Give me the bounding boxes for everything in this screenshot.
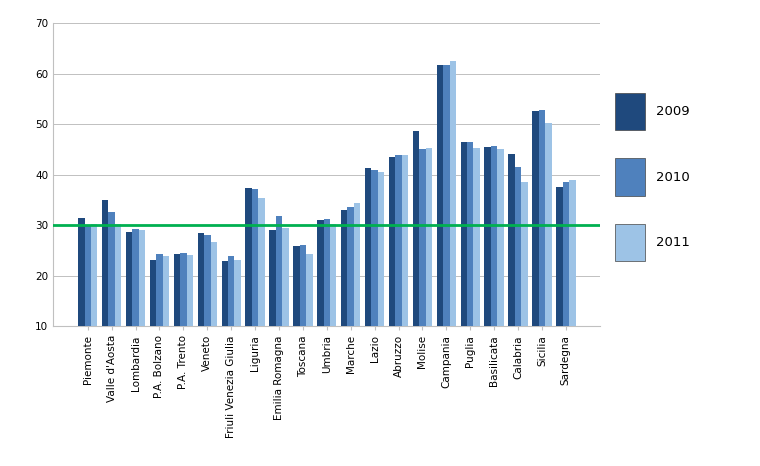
Bar	[521, 182, 527, 377]
Bar	[102, 200, 109, 377]
Bar	[562, 182, 569, 377]
Bar	[545, 123, 552, 377]
Bar	[497, 149, 504, 377]
Text: 2011: 2011	[656, 236, 690, 249]
Bar	[157, 254, 163, 377]
Bar	[615, 93, 645, 130]
Bar	[282, 228, 289, 377]
Bar	[174, 254, 180, 377]
Bar	[276, 216, 282, 377]
Bar	[204, 235, 211, 377]
Bar	[556, 186, 562, 377]
Bar	[426, 148, 432, 377]
Bar	[78, 218, 84, 377]
Bar	[132, 229, 139, 377]
Bar	[150, 260, 157, 377]
Bar	[378, 172, 385, 377]
Bar	[211, 242, 217, 377]
Bar	[437, 65, 443, 377]
Bar	[91, 224, 97, 377]
Text: 2010: 2010	[656, 171, 689, 184]
Bar	[539, 110, 545, 377]
Bar	[198, 233, 204, 377]
Bar	[330, 225, 337, 377]
Bar	[163, 256, 169, 377]
Bar	[317, 219, 324, 377]
Bar	[306, 254, 312, 377]
Bar	[491, 146, 497, 377]
Bar	[372, 170, 378, 377]
Bar	[389, 158, 395, 377]
Bar	[450, 61, 456, 377]
Bar	[252, 189, 258, 377]
Bar	[467, 142, 473, 377]
Bar	[126, 232, 132, 377]
Bar	[324, 219, 330, 377]
Bar	[347, 207, 354, 377]
Bar	[615, 158, 645, 196]
Bar	[84, 226, 91, 377]
Bar	[269, 230, 276, 377]
Bar	[221, 261, 228, 377]
Bar	[402, 155, 408, 377]
Bar	[258, 198, 264, 377]
Bar	[615, 224, 645, 261]
Bar	[420, 150, 426, 377]
Bar	[299, 245, 306, 377]
Bar	[341, 211, 347, 377]
Bar	[484, 146, 491, 377]
Bar	[293, 247, 299, 377]
Bar	[139, 231, 145, 377]
Bar	[532, 110, 539, 377]
Bar	[473, 148, 480, 377]
Bar	[228, 256, 234, 377]
Bar	[365, 168, 372, 377]
Bar	[234, 260, 241, 377]
Bar	[508, 154, 515, 377]
Bar	[354, 203, 360, 377]
Bar	[413, 131, 420, 377]
Bar	[180, 253, 187, 377]
Bar	[569, 180, 575, 377]
Text: 2009: 2009	[656, 105, 689, 118]
Bar	[395, 155, 402, 377]
Bar	[515, 167, 521, 377]
Bar	[187, 255, 193, 377]
Bar	[443, 65, 450, 377]
Bar	[245, 188, 252, 377]
Bar	[109, 212, 115, 377]
Bar	[115, 224, 122, 377]
Bar	[461, 142, 467, 377]
